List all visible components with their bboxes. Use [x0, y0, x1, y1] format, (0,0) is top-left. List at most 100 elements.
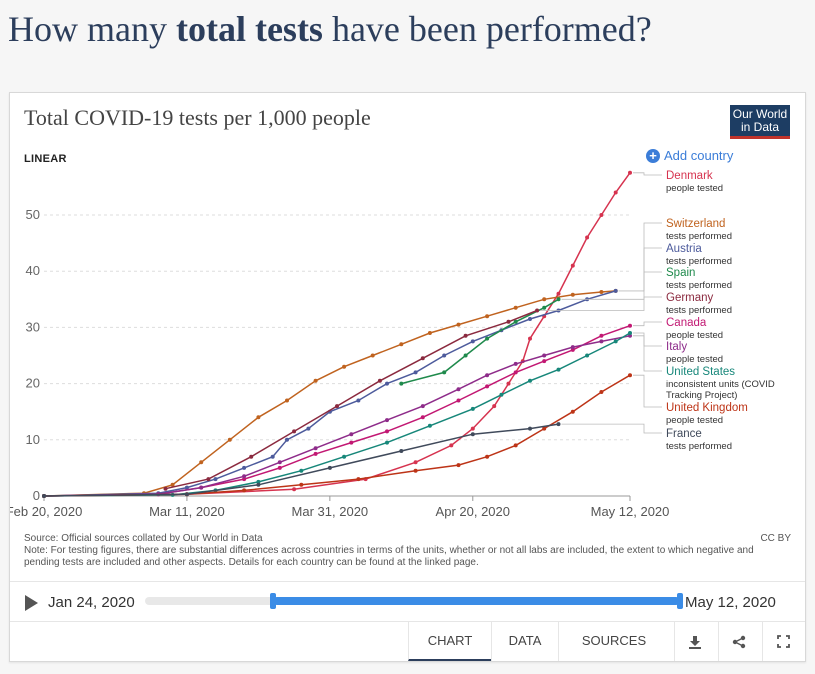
timeline-end-label: May 12, 2020	[685, 594, 776, 611]
x-tick-label: Apr 20, 2020	[436, 504, 510, 519]
data-point	[420, 356, 425, 361]
x-tick-label: Mar 11, 2020	[149, 504, 225, 519]
legend-name: Germany	[666, 292, 714, 304]
data-point	[628, 333, 632, 338]
series-canada[interactable]	[42, 323, 632, 498]
data-point	[292, 429, 297, 434]
add-country-button[interactable]: + Add country	[646, 148, 733, 163]
download-icon[interactable]	[674, 622, 715, 661]
data-point	[292, 487, 297, 492]
data-point	[556, 367, 561, 372]
data-point	[413, 468, 418, 473]
legend-name: Italy	[666, 341, 687, 353]
data-point	[613, 339, 618, 344]
data-point	[299, 468, 304, 473]
series-line	[43, 335, 631, 497]
legend-unit: people tested	[666, 415, 723, 426]
timeline-start-label: Jan 24, 2020	[48, 594, 135, 611]
series-line	[43, 290, 616, 497]
x-tick-label: Mar 31, 2020	[292, 504, 369, 519]
data-point	[535, 308, 540, 313]
data-point	[542, 359, 547, 364]
series-line	[43, 332, 631, 497]
data-point	[542, 305, 547, 310]
data-point	[599, 213, 604, 217]
data-point	[427, 423, 432, 428]
legend-unit: tests performed	[666, 305, 732, 316]
play-icon[interactable]	[25, 595, 38, 611]
tab-sources[interactable]: SOURCES	[558, 622, 669, 661]
data-point	[506, 319, 511, 324]
y-tick-label: 10	[26, 432, 40, 447]
y-tick-label: 20	[26, 376, 40, 391]
series-france[interactable]	[42, 422, 561, 498]
series-line	[43, 423, 559, 497]
legend-name: France	[666, 428, 702, 440]
timeline-track[interactable]	[145, 593, 683, 609]
series-italy[interactable]	[42, 333, 632, 498]
data-point	[420, 415, 425, 420]
data-point	[349, 432, 354, 437]
license-link[interactable]: CC BY	[760, 533, 791, 544]
data-point	[449, 443, 454, 448]
timeline-start-handle[interactable]	[270, 593, 277, 609]
data-point	[256, 482, 261, 487]
data-point	[327, 465, 332, 470]
legend-unit: tests performed	[666, 280, 732, 291]
data-point	[628, 170, 632, 175]
data-point	[299, 482, 304, 487]
data-point	[385, 381, 389, 386]
series-united-kingdom[interactable]	[42, 373, 632, 498]
data-point	[199, 485, 204, 490]
data-point	[528, 317, 532, 321]
legend-name: United Kingdom	[666, 402, 748, 414]
tab-chart[interactable]: CHART	[408, 622, 491, 661]
data-point	[277, 460, 282, 465]
timeline: Jan 24, 2020 May 12, 2020	[10, 581, 805, 622]
legend-unit: inconsistent units (COVID	[666, 379, 775, 390]
data-point	[242, 465, 247, 470]
legend-name: Switzerland	[666, 218, 725, 230]
data-point	[349, 440, 354, 445]
data-point	[463, 333, 468, 338]
data-point	[470, 426, 475, 431]
data-point	[370, 353, 375, 358]
owid-logo[interactable]: Our World in Data	[730, 105, 790, 139]
share-icon[interactable]	[718, 622, 759, 661]
data-point	[463, 353, 468, 358]
data-point	[313, 446, 318, 451]
series-germany[interactable]	[163, 308, 540, 491]
scale-toggle[interactable]: LINEAR	[24, 153, 67, 165]
data-point	[306, 426, 311, 431]
data-point	[528, 378, 532, 383]
data-point	[499, 392, 504, 397]
data-point	[470, 339, 475, 344]
legend-unit: people tested	[666, 330, 723, 341]
data-point	[227, 437, 232, 442]
plus-icon: +	[646, 148, 660, 163]
chart-card: Total COVID-19 tests per 1,000 people Ou…	[9, 92, 806, 662]
timeline-end-handle[interactable]	[677, 593, 683, 609]
data-point	[442, 370, 447, 375]
fullscreen-icon[interactable]	[762, 622, 803, 661]
data-point	[556, 297, 561, 302]
data-point	[399, 449, 404, 453]
data-point	[442, 353, 447, 358]
tab-data[interactable]: DATA	[491, 622, 558, 661]
series-spain[interactable]	[399, 297, 561, 386]
data-point	[342, 364, 347, 369]
legend-unit: tests performed	[666, 441, 732, 452]
tab-bar: CHART DATA SOURCES	[10, 621, 805, 662]
data-point	[242, 474, 247, 479]
series-denmark[interactable]	[42, 170, 632, 498]
